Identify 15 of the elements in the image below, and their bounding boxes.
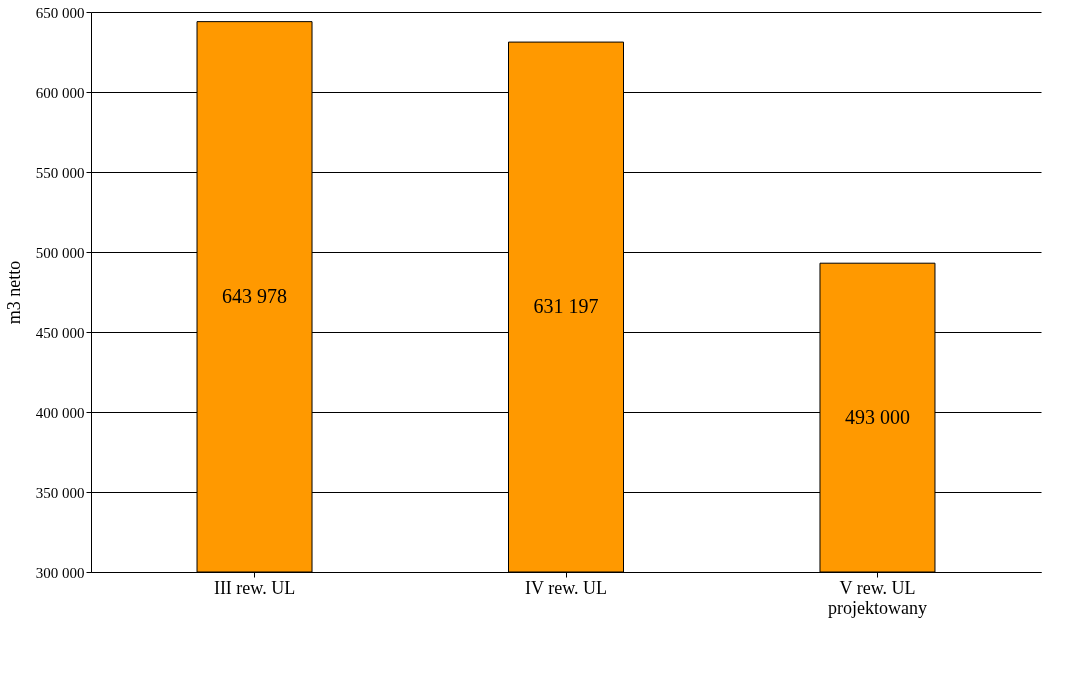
- x-tick-label: III rew. UL: [213, 577, 296, 598]
- y-tick-label: 600 000: [35, 84, 85, 101]
- y-tick-label: 500 000: [35, 244, 85, 261]
- y-tick-label: 650 000: [35, 4, 85, 21]
- y-tick-label: 300 000: [35, 564, 85, 581]
- data-label: 493 000: [844, 405, 910, 428]
- y-axis-title: m3 netto: [3, 260, 24, 325]
- x-tick-label: IV rew. UL: [525, 577, 607, 598]
- y-tick-label: 550 000: [35, 164, 85, 181]
- x-tick-label: V rew. UL projektowany: [827, 577, 927, 618]
- y-tick-label: 350 000: [35, 484, 85, 501]
- data-label: 631 197: [533, 295, 599, 318]
- data-label: 643 978: [222, 284, 288, 307]
- y-tick-label: 400 000: [35, 404, 85, 421]
- y-tick-label: 450 000: [35, 324, 85, 341]
